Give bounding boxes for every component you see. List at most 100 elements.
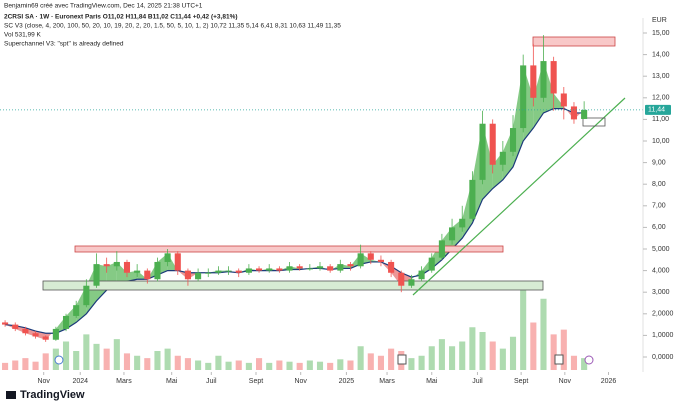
volume-bar (266, 362, 273, 370)
volume-bar (22, 358, 29, 370)
x-tick-label: Mai (426, 378, 438, 385)
event-icon[interactable] (54, 355, 64, 365)
candle-body (2, 322, 9, 325)
candle-body (83, 285, 90, 306)
candle-body (509, 128, 517, 152)
candle-body (113, 261, 120, 267)
volume-bar (459, 341, 466, 370)
volume-bar (123, 353, 131, 370)
y-tick-label: 1,0000 (652, 332, 674, 339)
candle-body (388, 261, 395, 273)
candle-body (22, 328, 29, 334)
volume-bar (347, 360, 354, 370)
candle-body (296, 266, 303, 269)
x-tick-label: Juil (206, 378, 217, 385)
y-tick-label: 6,00 (652, 224, 666, 231)
candle-body (449, 227, 456, 241)
y-tick-label: 12,00 (652, 95, 670, 102)
volume-bar (174, 355, 181, 370)
candle-body (103, 264, 110, 267)
candle-body (347, 264, 354, 267)
y-tick-label: 5,000 (652, 246, 670, 253)
channel-fill (116, 261, 127, 284)
candle-body (550, 61, 557, 94)
x-tick-label: Nov (294, 378, 307, 385)
channel-fill (45, 328, 56, 340)
candle-body (144, 270, 151, 280)
candle-body (205, 272, 212, 274)
candle-body (245, 268, 252, 273)
candle-body (560, 93, 567, 107)
volume-bar (195, 360, 202, 370)
volume-bar (32, 361, 39, 370)
credit: Benjamin69 créé avec TradingView.com, De… (4, 3, 203, 10)
volume-bar (418, 355, 425, 370)
volume-bar (286, 361, 293, 370)
volume-bar (296, 362, 303, 370)
symbol-line: 2CRSI SA · 1W · Euronext Paris O11,02 H1… (4, 14, 238, 21)
candle-body (164, 253, 171, 262)
volume-bar (83, 334, 90, 370)
volume-bar (215, 355, 222, 370)
y-tick-label: 3,000 (652, 289, 670, 296)
candle-body (123, 261, 131, 273)
indicator-line (5, 108, 585, 334)
candle-body (52, 328, 59, 340)
earnings-icon[interactable] (397, 354, 407, 365)
y-tick-label: 2,0000 (652, 311, 674, 318)
earnings-icon[interactable] (554, 354, 564, 365)
volume-bar (530, 322, 537, 370)
y-tick-label: 9,00 (652, 159, 666, 166)
volume-bar (256, 358, 263, 370)
volume-bar (235, 360, 242, 370)
volume-bar (2, 362, 9, 370)
volume-bar (438, 339, 445, 370)
volume-bar (388, 348, 395, 370)
x-tick-label: Sept (249, 378, 263, 385)
volume-bar (550, 334, 557, 370)
volume-bar (377, 355, 384, 370)
candle-body (408, 279, 415, 286)
event-icon[interactable] (584, 355, 594, 365)
candle-body (286, 266, 293, 271)
y-tick-label: 0,0000 (652, 354, 674, 361)
candle-body (235, 270, 242, 273)
volume-line: Vol 531,99 K (4, 32, 42, 39)
x-tick-label: Mai (166, 378, 178, 385)
volume-bar (357, 346, 364, 370)
candle-body (357, 253, 364, 267)
candle-body (276, 268, 283, 271)
support-zone (42, 280, 544, 291)
y-tick-label: 10,00 (652, 138, 670, 145)
volume-bar (245, 362, 252, 370)
candle-body (12, 324, 19, 329)
x-tick-label: Nov (559, 378, 572, 385)
x-tick-label: 2025 (339, 378, 355, 385)
volume-bar (479, 332, 486, 370)
volume-bar (73, 351, 80, 370)
volume-bar (103, 348, 110, 370)
brand-name[interactable]: TradingView (20, 389, 85, 401)
wedge-box (582, 117, 606, 127)
volume-bar (134, 355, 141, 370)
candle-body (418, 270, 425, 280)
candle-body (154, 261, 161, 280)
candle-body (469, 179, 476, 219)
top-zone (532, 36, 616, 47)
volume-bar (205, 362, 212, 370)
candle-body (266, 268, 273, 271)
brand-logo (6, 391, 16, 399)
volume-bar (164, 348, 171, 370)
y-tick-label: 13,00 (652, 73, 670, 80)
candle-body (520, 65, 527, 129)
candle-body (438, 240, 445, 258)
candle-body (530, 65, 537, 98)
volume-bar (113, 339, 120, 370)
candle-body (540, 61, 547, 98)
channel-fill (126, 270, 138, 282)
volume-bar (62, 341, 70, 370)
volume-bar (570, 355, 578, 370)
volume-bar (225, 361, 232, 370)
